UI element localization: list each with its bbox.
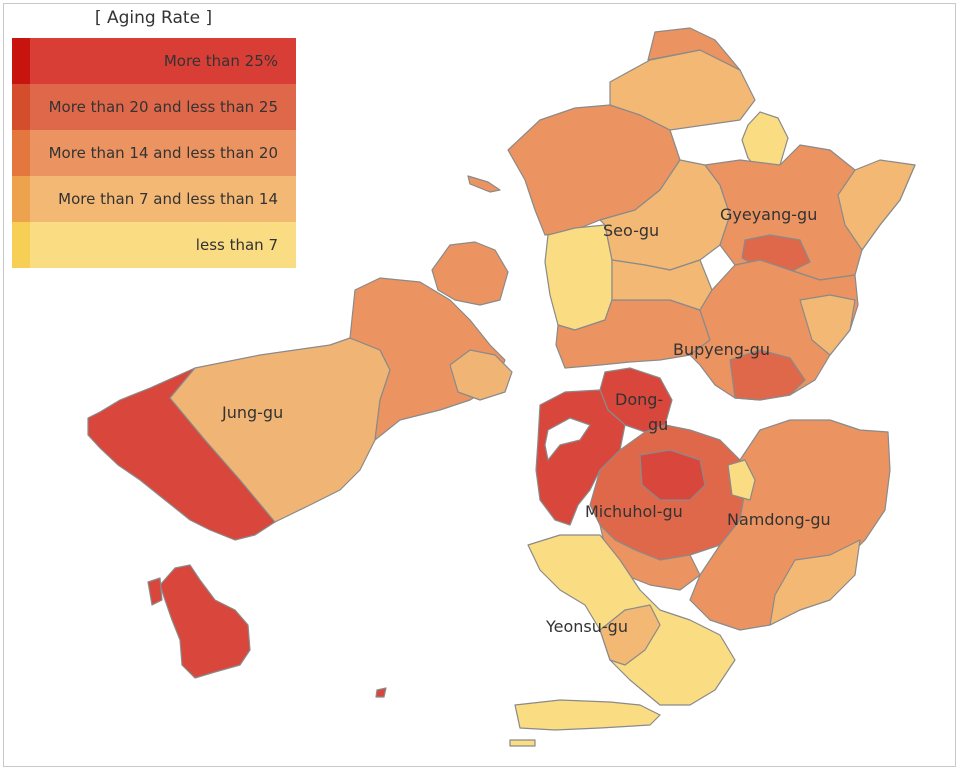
legend-label: More than 20 and less than 25: [48, 98, 278, 116]
legend-item: less than 7: [12, 222, 296, 268]
region-seo-gu-west-yellow: [544, 224, 613, 331]
region-islet-4: [509, 739, 536, 747]
legend-label: less than 7: [195, 236, 278, 254]
legend-item: More than 25%: [12, 38, 296, 84]
label-seo-gu: Seo-gu: [603, 221, 659, 240]
region-island-north: [431, 241, 509, 306]
region-bupyeong-gu-dark: [729, 349, 806, 401]
legend-label: More than 14 and less than 20: [48, 144, 278, 162]
legend-label: More than 7 and less than 14: [58, 190, 278, 208]
region-gyeyang-gu-east-light: [837, 159, 916, 251]
label-namdong-gu: Namdong-gu: [727, 510, 831, 529]
label-gyeyang-gu: Gyeyang-gu: [720, 205, 817, 224]
legend-item: More than 7 and less than 14: [12, 176, 296, 222]
label-bupyeng-gu: Bupyeng-gu: [673, 340, 770, 359]
legend: More than 25% More than 20 and less than …: [12, 38, 296, 268]
region-port-white: [544, 417, 591, 461]
region-islet-1: [467, 175, 501, 193]
region-namdong-gu-light: [769, 539, 861, 626]
legend-item: More than 20 and less than 25: [12, 84, 296, 130]
region-islet-2: [147, 577, 163, 606]
label-jung-gu: Jung-gu: [221, 403, 283, 422]
label-michuhol-gu: Michuhol-gu: [585, 502, 683, 521]
legend-title: [ Aging Rate ]: [94, 8, 213, 28]
region-jung-gu-west-red: [87, 367, 276, 541]
label-yeonsu-gu: Yeonsu-gu: [545, 617, 628, 636]
legend-swatch: [12, 84, 30, 130]
region-jung-gu-east-light: [449, 349, 513, 401]
region-bupyeong-gu-east-light: [799, 294, 856, 356]
legend-swatch: [12, 222, 30, 268]
legend-swatch: [12, 38, 30, 84]
region-namdong-gu-yellow: [727, 459, 756, 501]
label-dong-gu-line1: Dong-: [615, 390, 663, 409]
legend-label: More than 25%: [163, 52, 278, 70]
region-michuhol-gu-red-cluster: [639, 449, 706, 501]
region-yeonsu-gu-south: [514, 699, 661, 731]
region-seo-gu-top: [647, 27, 741, 71]
legend-swatch: [12, 130, 30, 176]
region-jung-gu-south-red: [159, 564, 251, 679]
region-yeonsu-gu-light: [599, 604, 661, 666]
region-islet-3: [375, 687, 387, 698]
label-dong-gu-line2: gu: [648, 415, 668, 434]
legend-item: More than 14 and less than 20: [12, 130, 296, 176]
legend-swatch: [12, 176, 30, 222]
